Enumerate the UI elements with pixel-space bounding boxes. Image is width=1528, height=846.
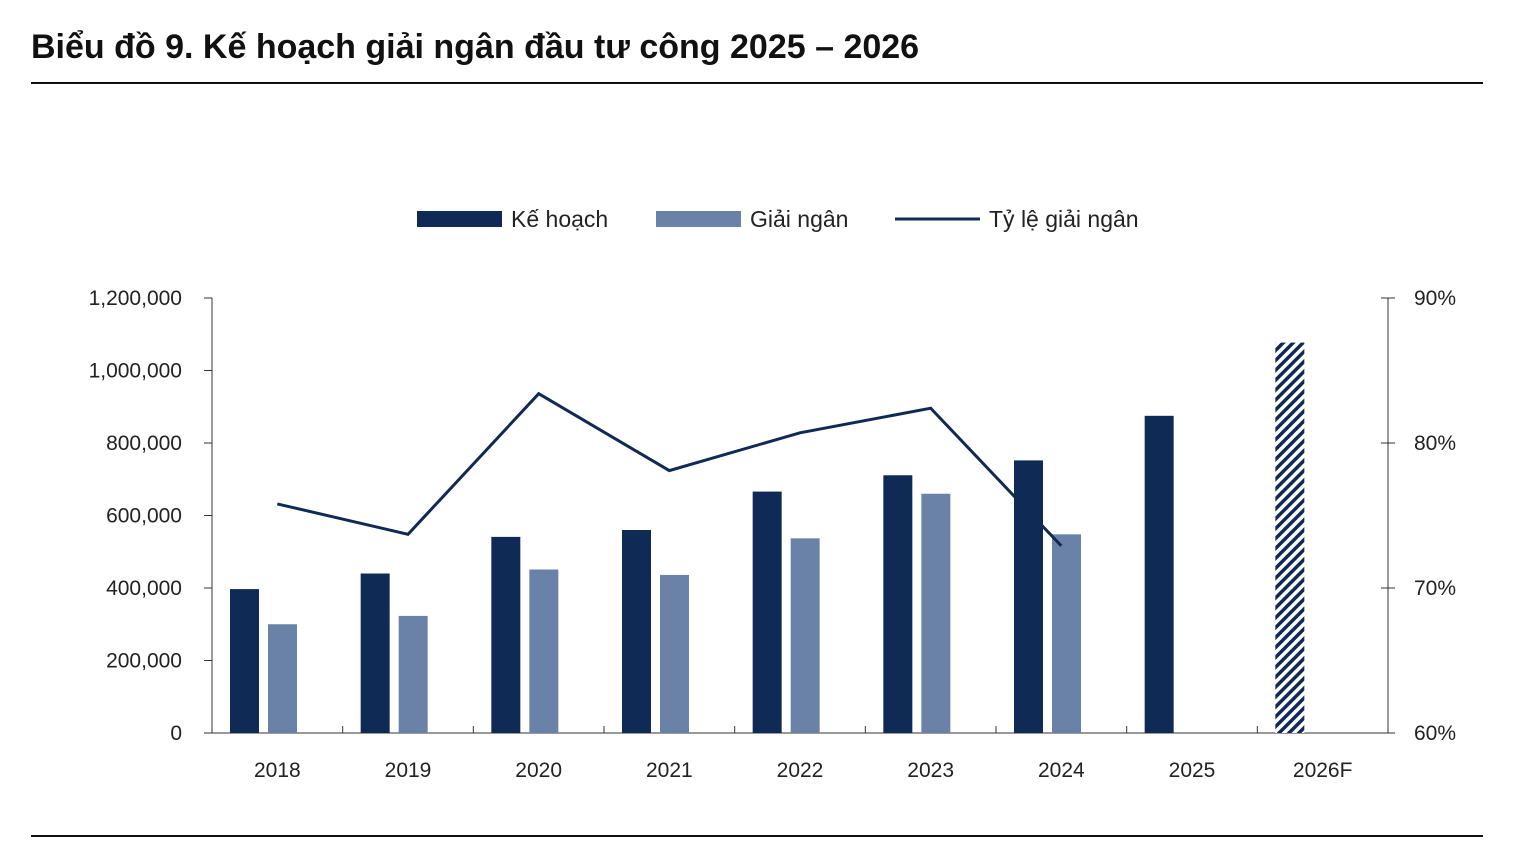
right-tick-label: 60%	[1414, 722, 1456, 745]
plan-bar	[752, 491, 782, 733]
plan-bar	[883, 475, 913, 733]
disbursed-bar	[790, 538, 820, 733]
left-tick-label: 0	[170, 722, 182, 745]
x-tick-label: 2023	[907, 759, 954, 782]
plan-bar	[622, 530, 651, 733]
legend: Kế hoạch Giải ngân Tỷ lệ giải ngân	[417, 206, 1139, 232]
bars	[230, 342, 1305, 733]
x-tick-label: 2024	[1038, 759, 1085, 782]
x-tick-label: 2019	[385, 759, 432, 782]
left-tick-label: 1,200,000	[89, 287, 182, 310]
disbursed-bar	[921, 493, 951, 733]
legend-rate-label: Tỷ lệ giải ngân	[989, 206, 1139, 232]
left-tick-label: 600,000	[106, 505, 182, 528]
plan-bar	[491, 536, 521, 733]
x-tick-label: 2026F	[1293, 759, 1353, 782]
legend-plan-label: Kế hoạch	[511, 206, 608, 232]
right-tick-label: 80%	[1414, 432, 1456, 455]
x-tick-label: 2021	[646, 759, 693, 782]
plan-bar	[230, 589, 259, 733]
rate-line	[276, 391, 1063, 547]
plan-bar-forecast	[1275, 342, 1305, 733]
chart-title: Biểu đồ 9. Kế hoạch giải ngân đầu tư côn…	[31, 28, 920, 66]
plan-bar	[1014, 460, 1043, 733]
disbursed-bar	[268, 624, 297, 733]
disbursed-bar	[529, 569, 559, 733]
title-divider	[31, 82, 1483, 84]
disbursed-bar	[1052, 534, 1081, 733]
axes: 0 200,000 400,000 600,000 800,000 1,000,000 1,…	[89, 287, 1456, 782]
left-tick-label: 800,000	[106, 432, 182, 455]
legend-plan-swatch	[417, 211, 502, 227]
legend-disbursed-swatch	[656, 211, 741, 227]
right-tick-label: 70%	[1414, 577, 1456, 600]
disbursed-bar	[398, 615, 428, 733]
x-tick-label: 2018	[254, 759, 301, 782]
disbursed-bar	[660, 574, 689, 733]
x-tick-label: 2025	[1169, 759, 1216, 782]
x-tick-label: 2022	[777, 759, 824, 782]
bottom-divider	[31, 835, 1483, 837]
legend-disbursed-label: Giải ngân	[750, 206, 848, 232]
x-tick-label: 2020	[515, 759, 562, 782]
left-tick-label: 400,000	[106, 577, 182, 600]
left-tick-label: 1,000,000	[89, 360, 182, 383]
plan-bar	[360, 573, 390, 733]
plan-bar	[1144, 415, 1174, 733]
left-tick-label: 200,000	[106, 650, 182, 673]
right-tick-label: 90%	[1414, 287, 1456, 310]
